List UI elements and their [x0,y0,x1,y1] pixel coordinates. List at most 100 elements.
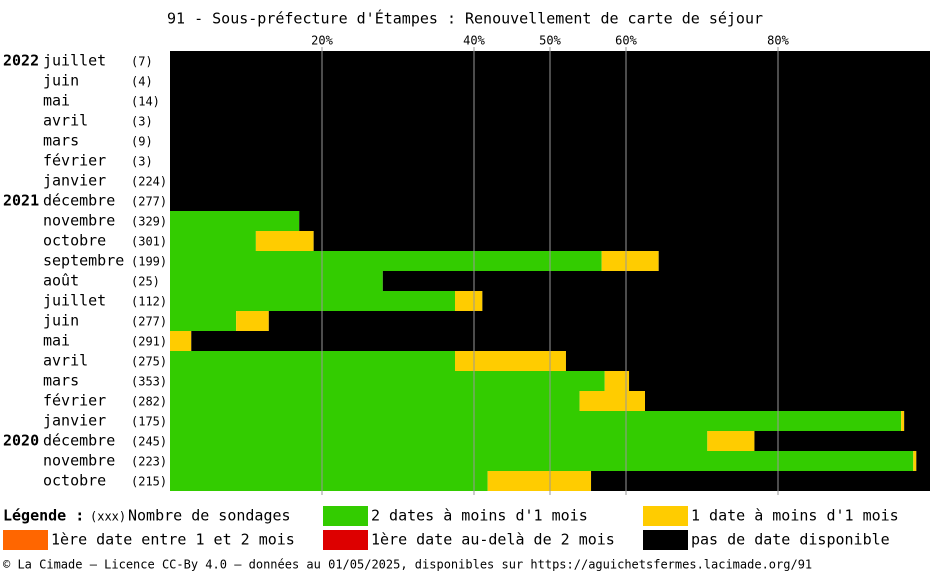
bar-segment [565,351,930,371]
count-label: (25) [131,275,160,289]
count-label: (301) [131,235,167,249]
bar-segment [645,391,930,411]
year-label: 2020 [3,432,39,450]
bar-segment [268,311,930,331]
legend-swatch [643,530,688,550]
bar-segment [601,251,659,271]
bar-segment [604,371,630,391]
count-label: (223) [131,455,167,469]
count-label: (245) [131,435,167,449]
bar-segment [170,411,902,431]
count-label: (9) [131,135,153,149]
count-label: (224) [131,175,167,189]
category-label: janvier [43,172,106,190]
count-label: (199) [131,255,167,269]
category-label: février [43,152,106,170]
count-label: (291) [131,335,167,349]
legend-count-marker: (xxx) [90,510,126,524]
legend-label: 1ère date entre 1 et 2 mois [51,531,295,549]
legend-count-text: Nombre de sondages [128,507,291,525]
bar-segment [313,231,930,251]
bar-segment [904,411,930,431]
bar-segment [170,451,914,471]
legend-swatch [643,506,688,526]
bar-segment [170,371,605,391]
category-label: mai [43,92,70,110]
bar-segment [658,251,930,271]
bar-segment [455,291,483,311]
bar-segment [170,251,602,271]
bar-segment [707,431,755,451]
category-label: novembre [43,212,115,230]
category-label: mars [43,372,79,390]
legend-label: pas de date disponible [691,531,890,549]
chart-title: 91 - Sous-préfecture d'Étampes : Renouve… [167,9,763,28]
count-label: (175) [131,415,167,429]
x-tick-label: 50% [539,34,561,48]
footer: © La Cimade — Licence CC-By 4.0 — donnée… [3,558,812,572]
bar-segment [754,431,930,451]
bar-segment [170,471,488,491]
category-label: avril [43,112,88,130]
count-label: (282) [131,395,167,409]
count-label: (112) [131,295,167,309]
category-label: mai [43,332,70,350]
category-label: janvier [43,412,106,430]
category-label: juin [43,72,79,90]
bar-segment [591,471,930,491]
category-label: décembre [43,432,115,450]
year-label: 2021 [3,192,39,210]
category-label: juillet [43,292,106,310]
count-label: (329) [131,215,167,229]
bar-segment [170,391,580,411]
count-label: (3) [131,115,153,129]
bar-segment [170,271,383,291]
bar-segment [170,431,708,451]
x-tick-label: 80% [767,34,789,48]
x-tick-label: 20% [311,34,333,48]
x-tick-label: 40% [463,34,485,48]
legend-swatch [3,530,48,550]
count-label: (215) [131,475,167,489]
bar-segment [191,331,930,351]
legend-swatch [323,506,368,526]
count-label: (14) [131,95,160,109]
legend-label: 2 dates à moins d'1 mois [371,507,588,525]
bar-segment [170,211,300,231]
year-label: 2022 [3,52,39,70]
bar-segment [170,351,455,371]
category-label: octobre [43,232,106,250]
x-tick-label: 60% [615,34,637,48]
bar-segment [455,351,566,371]
category-label: juillet [43,52,106,70]
bar-segment [299,211,930,231]
legend-label: 1 date à moins d'1 mois [691,507,899,525]
bar-segment [236,311,269,331]
bar-segment [916,451,930,471]
count-label: (7) [131,55,153,69]
bar-segment [382,271,930,291]
bar-segment [579,391,645,411]
category-label: octobre [43,472,106,490]
bar-segment [170,311,237,331]
bar-segment [913,451,917,471]
category-label: avril [43,352,88,370]
category-label: septembre [43,252,124,270]
category-label: juin [43,312,79,330]
category-label: décembre [43,192,115,210]
count-label: (353) [131,375,167,389]
bar-segment [255,231,314,251]
bar-segment [170,331,192,351]
count-label: (275) [131,355,167,369]
count-label: (277) [131,315,167,329]
legend-label: 1ère date au-delà de 2 mois [371,531,615,549]
legend-swatch [323,530,368,550]
count-label: (277) [131,195,167,209]
bar-segment [487,471,592,491]
count-label: (3) [131,155,153,169]
bar-segment [901,411,905,431]
bar-segment [170,291,455,311]
category-label: août [43,272,79,290]
count-label: (4) [131,75,153,89]
